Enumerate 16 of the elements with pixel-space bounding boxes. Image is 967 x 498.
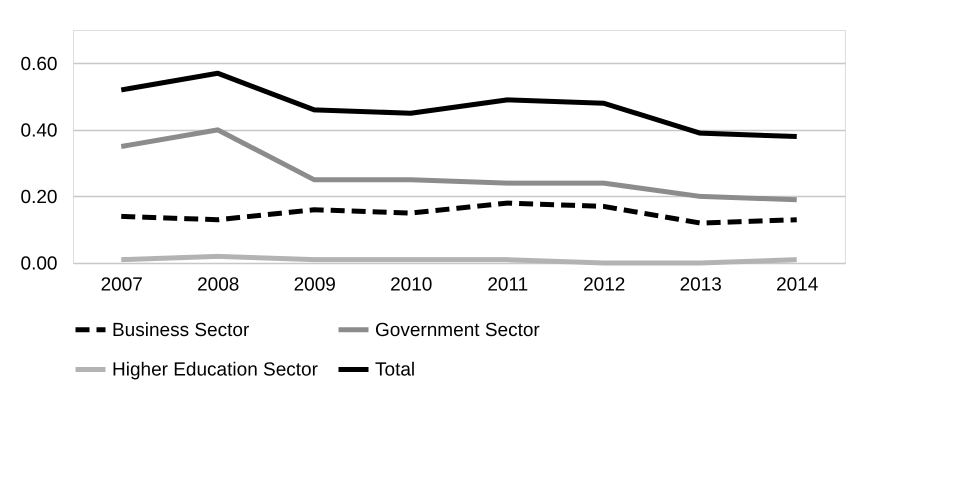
y-tick-label: 0.60 <box>20 54 58 75</box>
y-tick-label: 0.00 <box>20 254 58 274</box>
x-tick-label: 2009 <box>294 274 336 296</box>
legend-label: Business Sector <box>112 320 250 341</box>
legend-label: Higher Education Sector <box>112 360 319 380</box>
x-tick-label: 2013 <box>680 274 722 296</box>
x-tick-label: 2014 <box>776 274 819 296</box>
y-tick-label: 0.40 <box>20 120 58 142</box>
x-tick-label: 2011 <box>487 274 528 296</box>
y-tick-label: 0.20 <box>20 186 58 208</box>
x-tick-label: 2012 <box>583 274 626 296</box>
x-tick-label: 2010 <box>390 274 432 296</box>
x-tick-label: 2008 <box>197 274 240 296</box>
legend-label: Government Sector <box>375 320 540 341</box>
x-tick-label: 2007 <box>100 274 143 296</box>
legend-label: Total <box>375 360 416 380</box>
